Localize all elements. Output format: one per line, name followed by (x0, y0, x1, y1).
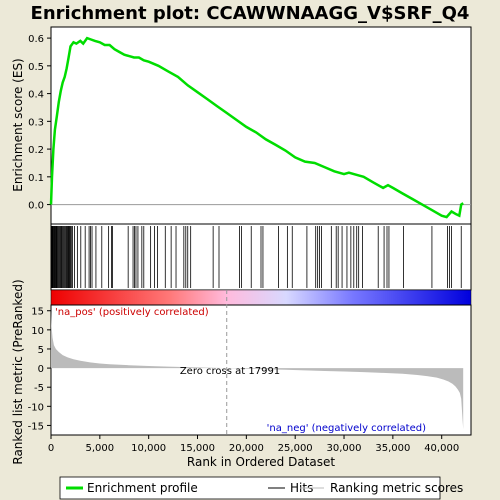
x-tick-label: 40,000 (424, 443, 459, 454)
metric-y-tick-label: 15 (31, 307, 44, 318)
metric-y-tick-label: -10 (28, 402, 44, 413)
ranking-gradient-bar (50, 289, 472, 306)
es-y-tick-label: 0.4 (28, 90, 44, 101)
es-y-tick-label: 0.2 (28, 145, 44, 156)
metric-y-tick-label: -5 (34, 383, 44, 394)
x-tick-label: 20,000 (229, 443, 264, 454)
metric-y-axis-ticks: 15 10 5 0 -5 -10 -15 (28, 307, 51, 432)
x-axis-label: Rank in Ordered Dataset (187, 455, 335, 469)
es-y-tick-label: 0.1 (28, 173, 44, 184)
x-tick-label: 5,000 (86, 443, 115, 454)
x-axis-ticks: 0 5,000 10,000 15,000 20,000 25,000 30,000 35,0… (48, 435, 459, 454)
es-y-tick-label: 0.5 (28, 62, 44, 73)
metric-y-tick-label: -15 (28, 421, 44, 432)
x-tick-label: 15,000 (180, 443, 215, 454)
neg-correlated-label: 'na_neg' (negatively correlated) (267, 423, 426, 434)
es-y-axis-label: Enrichment score (ES) (11, 58, 25, 191)
legend-label: Ranking metric scores (330, 481, 463, 495)
metric-y-tick-label: 10 (31, 326, 44, 337)
x-tick-label: 25,000 (278, 443, 313, 454)
es-y-tick-label: 0.0 (28, 201, 44, 212)
x-tick-label: 30,000 (327, 443, 362, 454)
chart-title: Enrichment plot: CCAWWNAAGG_V$SRF_Q4 (31, 3, 470, 24)
es-y-axis-ticks: 0.0 0.1 0.2 0.3 0.4 0.5 0.6 (28, 34, 51, 212)
legend-box (59, 476, 441, 500)
metric-y-tick-label: 5 (38, 345, 44, 356)
es-plot-area (50, 26, 472, 225)
ranking-metric-area (51, 310, 464, 430)
x-tick-label: 10,000 (131, 443, 166, 454)
enrichment-profile-line (49, 36, 464, 219)
metric-y-axis-label: Ranked list metric (PreRanked) (11, 279, 25, 464)
legend-label: Enrichment profile (87, 481, 198, 495)
zero-cross-label: Zero cross at 17991 (180, 366, 280, 377)
es-y-tick-label: 0.3 (28, 117, 44, 128)
metric-y-tick-label: 0 (38, 364, 44, 375)
x-tick-label: 35,000 (375, 443, 410, 454)
pos-correlated-label: 'na_pos' (positively correlated) (55, 307, 209, 318)
hit-markers (51, 226, 462, 288)
x-tick-label: 0 (48, 443, 54, 454)
legend: Enrichment profile Hits Ranking metric sco… (66, 481, 463, 495)
es-y-tick-label: 0.6 (28, 34, 44, 45)
